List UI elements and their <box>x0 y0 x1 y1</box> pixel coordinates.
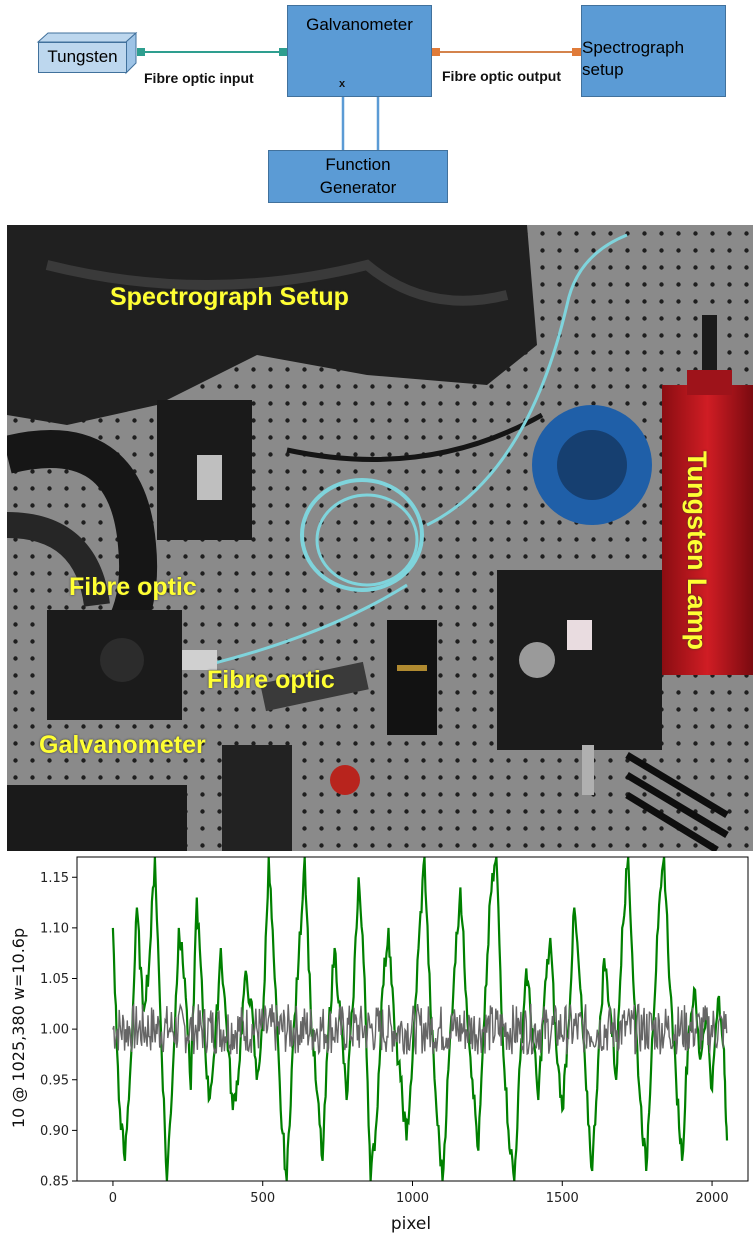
y-tick-label: 0.90 <box>40 1124 69 1139</box>
x-tick-label: 0 <box>109 1191 117 1206</box>
lab-setup-photo: Spectrograph Setup Fibre optic Fibre opt… <box>7 225 753 851</box>
black-drape <box>7 225 537 425</box>
x-mark: x <box>339 78 346 90</box>
output-connector-left <box>431 48 440 56</box>
label-spectrograph-setup: Spectrograph Setup <box>110 283 349 311</box>
y-tick-label: 0.85 <box>40 1175 69 1190</box>
series-layer <box>111 857 729 1181</box>
function-generator-line2: Generator <box>319 177 397 197</box>
spectrograph-label-line2: setup <box>582 60 624 79</box>
photo-illustration <box>7 225 753 851</box>
tungsten-box: Tungsten <box>38 42 127 73</box>
y-tick-label: 1.05 <box>40 972 69 987</box>
label-galvanometer: Galvanometer <box>39 731 206 759</box>
black-cable <box>286 412 544 462</box>
fibre-coil <box>300 478 424 592</box>
tungsten-lamp-body <box>662 385 753 675</box>
lens-tube <box>387 620 437 735</box>
tungsten-box-top <box>36 32 138 43</box>
tungsten-label: Tungsten <box>47 47 118 67</box>
label-fibre-optic-1: Fibre optic <box>69 573 197 601</box>
fibre-output-label: Fibre optic output <box>442 68 561 84</box>
x-tick-label: 500 <box>250 1191 275 1206</box>
series-line-green <box>111 857 729 1181</box>
spectrograph-box: Spectrograph setup <box>581 5 726 97</box>
galvanometer-box: Galvanometer <box>287 5 432 97</box>
axes-layer: 0 500 1000 1500 2000 0.85 0.90 0.95 1.00 1.05 1.10… <box>40 856 749 1206</box>
fibre-cable <box>426 233 628 527</box>
function-generator-box: Function Generator <box>268 150 448 203</box>
label-fibre-optic-2: Fibre optic <box>207 666 335 694</box>
intensity-chart: 0 500 1000 1500 2000 0.85 0.90 0.95 1.00 1.05 1.10… <box>9 856 749 1234</box>
galvanometer-label: Galvanometer <box>306 15 413 34</box>
spectrograph-label-line1: Spectrograph <box>582 37 685 57</box>
y-axis-label: 10 @ 1025,380 w=10.6p <box>9 928 28 1128</box>
y-tick-label: 0.95 <box>40 1073 69 1088</box>
x-tick-label: 2000 <box>696 1191 729 1206</box>
block-diagram: Tungsten Galvanometer x Spectrograph set… <box>0 0 753 225</box>
usb-device <box>260 661 369 712</box>
input-connector-right <box>279 48 287 56</box>
heat-sink <box>625 751 729 851</box>
label-tungsten-lamp: Tungsten Lamp <box>682 451 712 650</box>
x-tick-label: 1500 <box>546 1191 579 1206</box>
x-tick-label: 1000 <box>396 1191 429 1206</box>
y-tick-label: 1.00 <box>40 1023 69 1038</box>
y-tick-label: 1.10 <box>40 921 69 936</box>
function-generator-line1: Function <box>325 155 391 175</box>
x-axis-label: pixel <box>391 1214 431 1234</box>
input-connector-left <box>137 48 145 56</box>
y-tick-label: 1.15 <box>40 871 69 886</box>
series-line-grey <box>112 1002 728 1056</box>
output-connector-right <box>572 48 581 56</box>
fibre-input-label: Fibre optic input <box>144 70 254 86</box>
